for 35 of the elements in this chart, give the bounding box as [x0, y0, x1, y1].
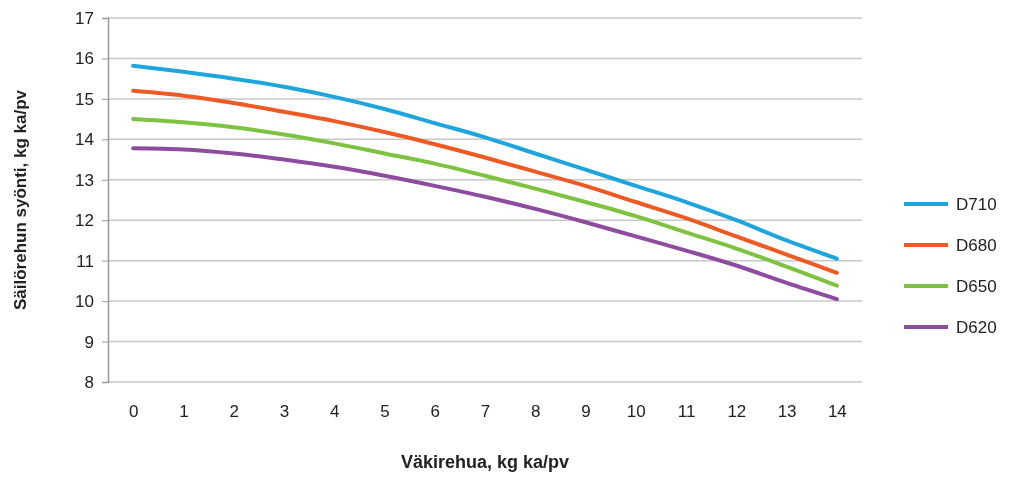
x-tick-label: 14: [827, 402, 847, 422]
x-tick-label: 1: [179, 402, 189, 422]
y-tick-label: 13: [75, 170, 94, 190]
x-tick-label: 9: [581, 402, 591, 422]
x-tick-label: 8: [531, 402, 541, 422]
line-series: [131, 88, 839, 275]
x-tick-label: 13: [777, 402, 797, 422]
y-tick-label: 12: [75, 211, 94, 231]
y-tick-label: 16: [75, 49, 94, 69]
x-tick-label: 7: [480, 402, 491, 422]
y-tick-label: 17: [75, 8, 94, 28]
x-tick-label: 12: [727, 402, 747, 422]
x-tick-label: 11: [677, 402, 696, 422]
line-series: [131, 117, 839, 288]
y-tick-label: 11: [76, 251, 94, 271]
y-tick-label: 15: [75, 89, 94, 109]
y-axis-title: Säilörehun syönti, kg ka/pv: [11, 89, 30, 311]
line-series: [131, 63, 839, 261]
x-tick-label: 0: [128, 402, 139, 422]
x-axis-title: Väkirehua, kg ka/pv: [400, 452, 570, 472]
legend-label: D680: [956, 235, 997, 255]
y-tick-label: 9: [84, 332, 94, 352]
x-tick-label: 4: [329, 402, 340, 422]
x-tick-label: 3: [279, 402, 290, 422]
legend-label: D650: [956, 276, 997, 296]
y-tick-label: 14: [75, 130, 94, 150]
legend-label: D710: [956, 194, 997, 214]
x-tick-label: 2: [229, 402, 239, 422]
x-tick-label: 6: [430, 402, 440, 422]
x-tick-label: 5: [380, 402, 390, 422]
y-tick-label: 10: [75, 292, 94, 312]
line-series: [131, 146, 839, 302]
y-tick-label: 8: [84, 372, 94, 392]
legend-label: D620: [956, 317, 997, 337]
x-tick-label: 10: [626, 402, 646, 422]
